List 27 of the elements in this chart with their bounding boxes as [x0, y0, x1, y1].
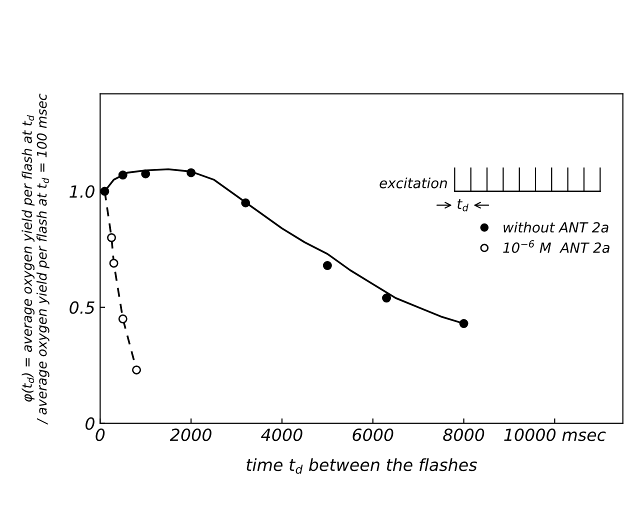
- annotation: t$_{d}$: [458, 199, 468, 212]
- point: [459, 319, 468, 328]
- point: [132, 365, 142, 374]
- y-tick-label: 0: [86, 417, 94, 430]
- annotation: excitation: [380, 178, 447, 188]
- x-tick-label: 8000: [443, 428, 484, 442]
- point: [109, 258, 118, 268]
- point: [118, 170, 128, 180]
- x-tick-label: 0: [96, 428, 105, 442]
- x-axis-title: time t$_{d}$ between the flashes: [246, 458, 477, 474]
- point: [141, 169, 150, 178]
- legend-label: 10$^{−6}$ M ANT 2a: [503, 240, 610, 253]
- x-tick-label: 2000: [170, 428, 212, 442]
- point: [100, 186, 110, 196]
- point: [241, 198, 250, 208]
- legend-label: without ANT 2a: [504, 222, 608, 233]
- x-tick-label: 6000: [352, 428, 394, 442]
- point: [107, 233, 116, 242]
- x-tick-label: 10000 msec: [504, 428, 606, 442]
- point: [382, 294, 392, 303]
- point: [186, 168, 196, 178]
- y-tick-label: 0.5: [70, 301, 94, 314]
- text: φ(t$_{d}$) = average oxygen yield per flash at t$_{d}$ / average oxygen yield per flash at t$_{d}$ = 100 msec: [22, 94, 50, 425]
- y-tick-label: 1.0: [70, 185, 94, 198]
- point: [322, 261, 332, 270]
- x-tick-label: 4000: [261, 428, 302, 442]
- point: [118, 314, 128, 324]
